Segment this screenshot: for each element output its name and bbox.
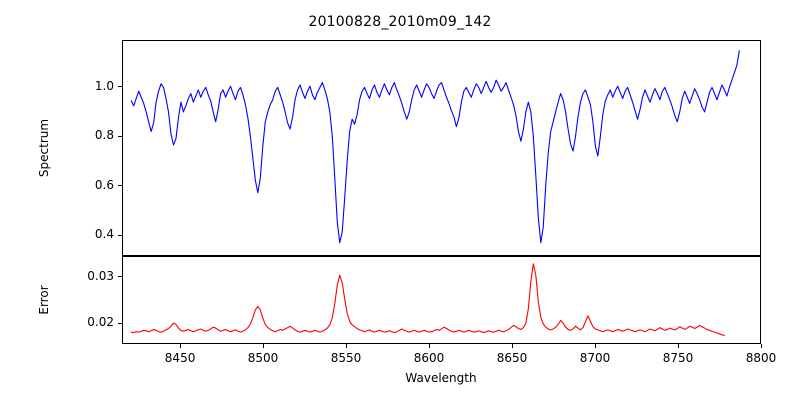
error-plot-panel xyxy=(122,256,761,344)
y-tick-label-error: 0.03 xyxy=(87,268,114,283)
x-axis-label: Wavelength xyxy=(405,371,477,385)
x-tick-mark xyxy=(179,344,181,348)
x-tick-label: 8450 xyxy=(164,351,196,365)
x-tick-label: 8600 xyxy=(413,351,445,365)
x-tick-label: 8800 xyxy=(745,351,777,365)
x-tick-mark xyxy=(511,344,513,348)
spectrum-y-axis-label: Spectrum xyxy=(37,118,51,178)
x-tick-mark xyxy=(262,344,264,348)
y-tick-label-spectrum: 0.6 xyxy=(94,177,114,192)
error-data-line xyxy=(131,264,724,336)
y-tick-label-spectrum: 1.0 xyxy=(94,78,114,93)
y-tick-mark-spectrum xyxy=(118,135,122,137)
y-tick-mark-spectrum xyxy=(118,86,122,88)
x-tick-mark xyxy=(428,344,430,348)
spectrum-series-svg xyxy=(123,41,760,255)
y-tick-label-spectrum: 0.8 xyxy=(94,128,114,143)
x-tick-label: 8550 xyxy=(330,351,362,365)
page-title: 20100828_2010m09_142 xyxy=(308,14,492,30)
x-tick-label: 8750 xyxy=(662,351,694,365)
y-tick-mark-spectrum xyxy=(118,185,122,187)
y-tick-mark-error xyxy=(118,322,122,324)
error-y-axis-label: Error xyxy=(37,285,51,315)
x-tick-mark xyxy=(345,344,347,348)
spectrum-data-line xyxy=(131,51,739,243)
spectrum-plot-panel xyxy=(122,40,761,256)
x-tick-label: 8650 xyxy=(496,351,528,365)
x-tick-mark xyxy=(594,344,596,348)
y-tick-label-error: 0.02 xyxy=(87,315,114,330)
y-tick-mark-error xyxy=(118,276,122,278)
error-series-svg xyxy=(123,257,760,343)
y-tick-label-spectrum: 0.4 xyxy=(94,227,114,242)
x-tick-label: 8500 xyxy=(247,351,279,365)
x-tick-label: 8700 xyxy=(579,351,611,365)
x-tick-mark xyxy=(760,344,762,348)
y-tick-mark-spectrum xyxy=(118,234,122,236)
x-tick-mark xyxy=(677,344,679,348)
